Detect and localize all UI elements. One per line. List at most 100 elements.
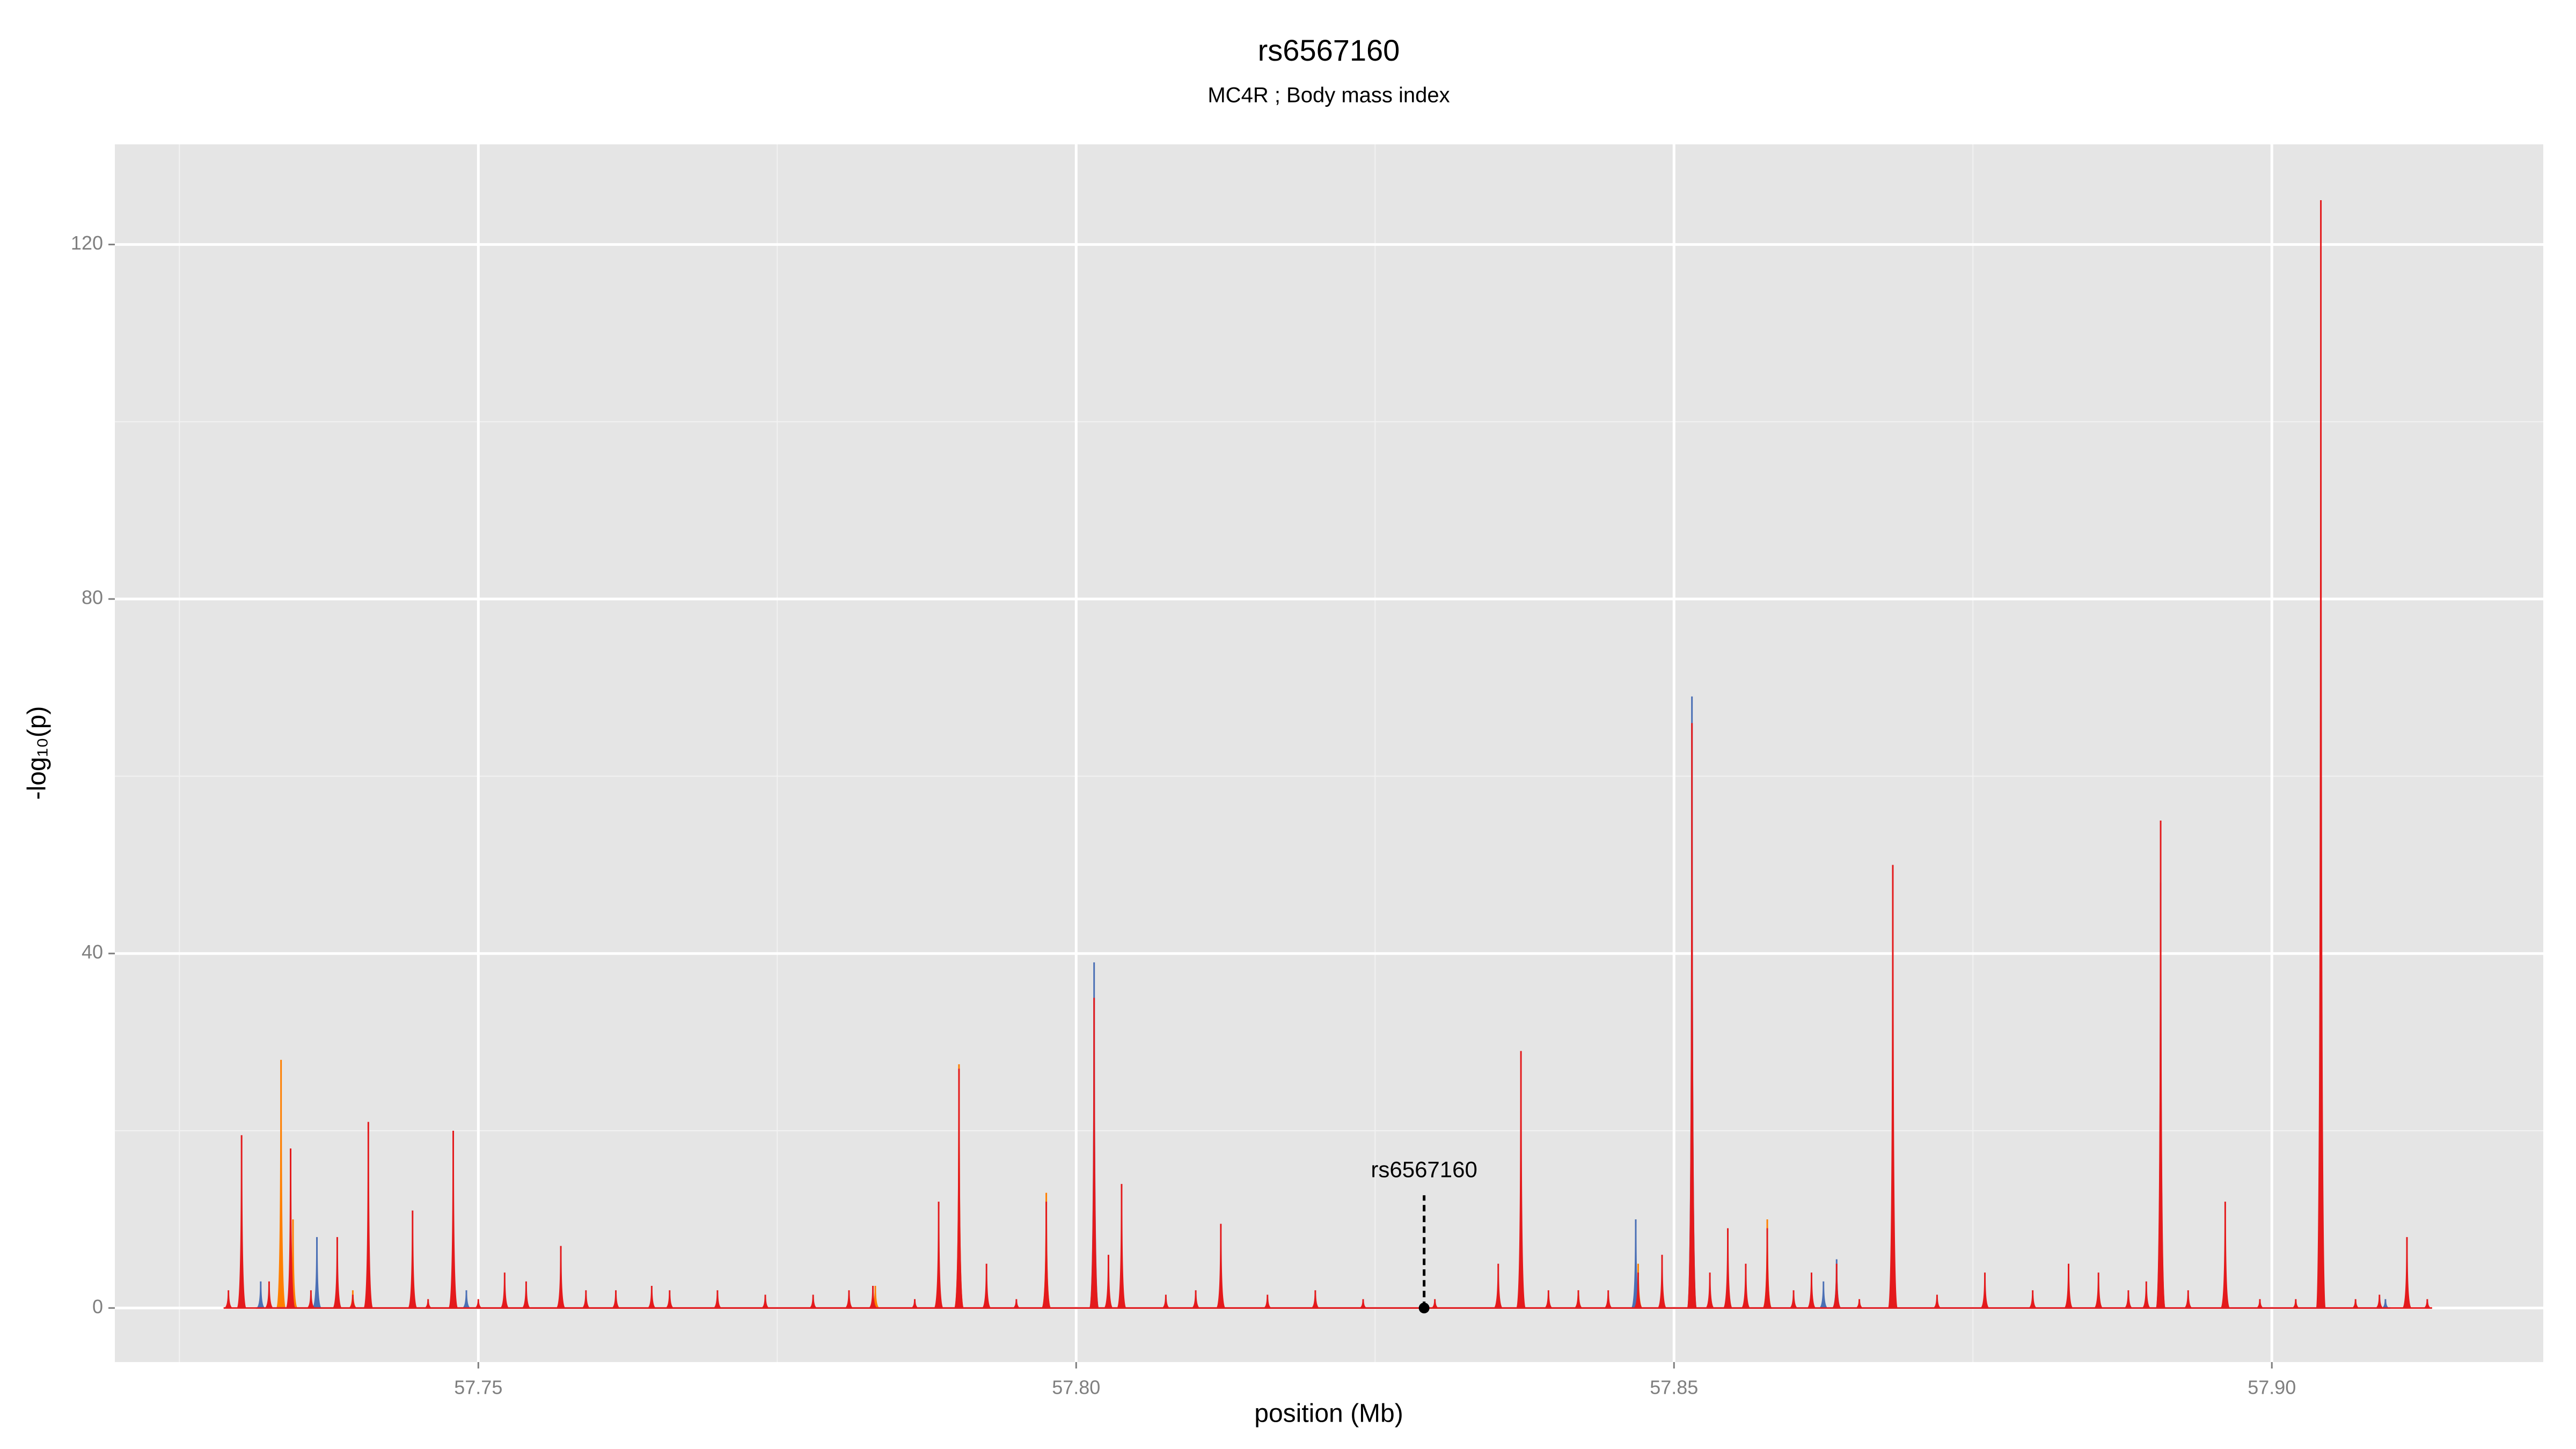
y-tick-label: 40 xyxy=(82,941,103,963)
area-peak xyxy=(1191,1290,1201,1308)
x-tick-label: 57.85 xyxy=(1650,1377,1698,1399)
area-peak xyxy=(1161,1294,1171,1308)
area-peak xyxy=(870,1285,880,1308)
area-peak xyxy=(844,1290,854,1308)
area-peak xyxy=(1574,1290,1584,1308)
area-peak xyxy=(348,1294,358,1308)
area-peak xyxy=(500,1272,510,1308)
area-peak xyxy=(1116,1184,1126,1308)
area-peak xyxy=(611,1290,621,1308)
y-tick-label: 80 xyxy=(82,587,103,609)
x-tick-label: 57.80 xyxy=(1052,1377,1100,1399)
area-peak xyxy=(1854,1299,1864,1308)
area-peak xyxy=(2156,821,2166,1308)
x-tick-label: 57.90 xyxy=(2248,1377,2296,1399)
area-peak xyxy=(264,1281,274,1308)
area-peak xyxy=(1358,1299,1368,1308)
area-peak xyxy=(1687,723,1697,1308)
area-peak xyxy=(2255,1299,2265,1308)
annotation-point xyxy=(1418,1302,1430,1314)
area-peak xyxy=(332,1237,342,1308)
area-peak xyxy=(448,1130,458,1308)
area-peak xyxy=(1633,1272,1643,1308)
area-peak xyxy=(1657,1255,1667,1308)
area-peak xyxy=(1493,1263,1503,1308)
area-peak xyxy=(1430,1299,1440,1308)
area-peak xyxy=(462,1290,472,1308)
area-peak xyxy=(2374,1294,2384,1308)
area-peak xyxy=(2220,1202,2230,1308)
area-peak xyxy=(255,1281,266,1308)
area-peak xyxy=(2141,1281,2151,1308)
area-peak xyxy=(423,1299,433,1308)
y-tick-label: 0 xyxy=(92,1296,103,1318)
area-peak xyxy=(1041,1202,1051,1308)
annotation-label: rs6567160 xyxy=(1371,1157,1477,1182)
area-peak xyxy=(581,1290,591,1308)
area-peak xyxy=(1011,1299,1021,1308)
area-peak xyxy=(2290,1299,2301,1308)
area-peak xyxy=(1887,865,1898,1308)
area-peak xyxy=(760,1294,771,1308)
marks: rs6567160 xyxy=(223,200,2432,1314)
area-peak xyxy=(934,1202,944,1308)
y-axis-title: -log₁₀(p) xyxy=(23,706,52,800)
area-peak xyxy=(276,1059,286,1308)
area-peak xyxy=(2422,1299,2432,1308)
area-peak xyxy=(2316,200,2326,1308)
area-peak xyxy=(1723,1228,1733,1308)
area-peak xyxy=(1543,1290,1554,1308)
area-peak xyxy=(237,1135,247,1308)
area-peak xyxy=(712,1290,722,1308)
area-peak xyxy=(2402,1237,2412,1308)
area-peak xyxy=(306,1290,316,1308)
x-tick-label: 57.75 xyxy=(454,1377,502,1399)
area-peak xyxy=(1818,1281,1828,1308)
area-peak xyxy=(286,1148,296,1308)
area-peak xyxy=(1103,1255,1114,1308)
chart-subtitle: MC4R ; Body mass index xyxy=(1208,84,1450,107)
area-peak xyxy=(1806,1272,1817,1308)
area-peak xyxy=(407,1210,418,1308)
area-peak xyxy=(521,1281,531,1308)
area-peak xyxy=(982,1263,992,1308)
area-peak xyxy=(868,1285,878,1308)
area-peak xyxy=(2351,1299,2361,1308)
area-peak xyxy=(1832,1263,1842,1308)
area-peak xyxy=(2123,1290,2133,1308)
area-peak xyxy=(2183,1290,2193,1308)
area-peak xyxy=(1932,1294,1942,1308)
area-peak xyxy=(1216,1224,1226,1308)
area-peak xyxy=(808,1294,818,1308)
area-peak xyxy=(2063,1263,2074,1308)
area-peak xyxy=(910,1299,920,1308)
area-peak xyxy=(664,1290,675,1308)
axes: 57.75 57.80 57.85 57.90 0 40 80 120 xyxy=(71,232,2296,1398)
area-peak xyxy=(1705,1272,1715,1308)
area-peak xyxy=(1789,1290,1799,1308)
chart-title: rs6567160 xyxy=(1258,33,1400,67)
area-peak xyxy=(1089,998,1099,1308)
area-peak xyxy=(647,1285,657,1308)
area-peak xyxy=(1630,1219,1641,1308)
area-peak xyxy=(363,1122,374,1308)
area-peak xyxy=(2028,1290,2038,1308)
area-peak xyxy=(312,1237,322,1308)
area-peak xyxy=(2380,1299,2390,1308)
area-peak xyxy=(1980,1272,1990,1308)
area-peak xyxy=(1740,1263,1751,1308)
area-peak xyxy=(2094,1272,2104,1308)
y-tick-label: 120 xyxy=(71,232,103,254)
grid xyxy=(115,144,2543,1362)
area-peak xyxy=(223,1290,233,1308)
area-peak xyxy=(1262,1294,1272,1308)
area-peak xyxy=(954,1069,964,1308)
area-peak xyxy=(473,1299,484,1308)
area-peak xyxy=(1516,1051,1526,1308)
area-peak xyxy=(288,1219,298,1308)
x-axis-title: position (Mb) xyxy=(1254,1400,1403,1428)
area-peak xyxy=(556,1246,566,1308)
plot-background xyxy=(115,144,2543,1362)
area-peak xyxy=(1310,1290,1320,1308)
